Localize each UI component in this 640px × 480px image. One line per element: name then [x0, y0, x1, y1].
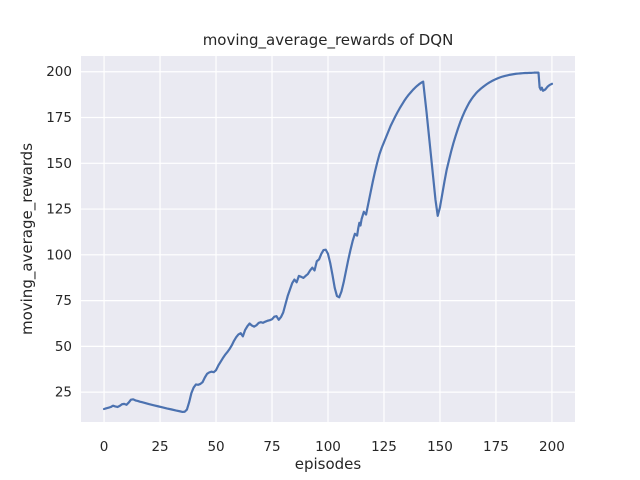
y-tick-label-2: 75: [55, 293, 72, 309]
y-tick-label-4: 125: [46, 202, 72, 218]
series-line-0: [102, 71, 554, 414]
y-tick-label-6: 175: [46, 110, 72, 126]
x-tick-label-5: 125: [371, 439, 397, 455]
x-tick-label-6: 150: [427, 439, 453, 455]
y-tick-label-1: 50: [55, 339, 72, 355]
y-axis-label: moving_average_rewards: [18, 142, 36, 336]
x-tick-label-3: 75: [263, 439, 280, 455]
y-tick-label-7: 200: [46, 64, 72, 80]
x-tick-label-7: 175: [483, 439, 509, 455]
y-tick-label-5: 150: [46, 156, 72, 172]
x-tick-label-0: 0: [100, 439, 109, 455]
y-tick-label-0: 25: [55, 385, 72, 401]
x-tick-label-4: 100: [315, 439, 341, 455]
chart-title: moving_average_rewards of DQN: [202, 31, 454, 49]
x-tick-label-1: 25: [151, 439, 168, 455]
x-tick-label-8: 200: [539, 439, 565, 455]
x-tick-label-2: 50: [207, 439, 224, 455]
y-tick-label-3: 100: [46, 247, 72, 263]
x-axis-label: episodes: [294, 455, 362, 473]
